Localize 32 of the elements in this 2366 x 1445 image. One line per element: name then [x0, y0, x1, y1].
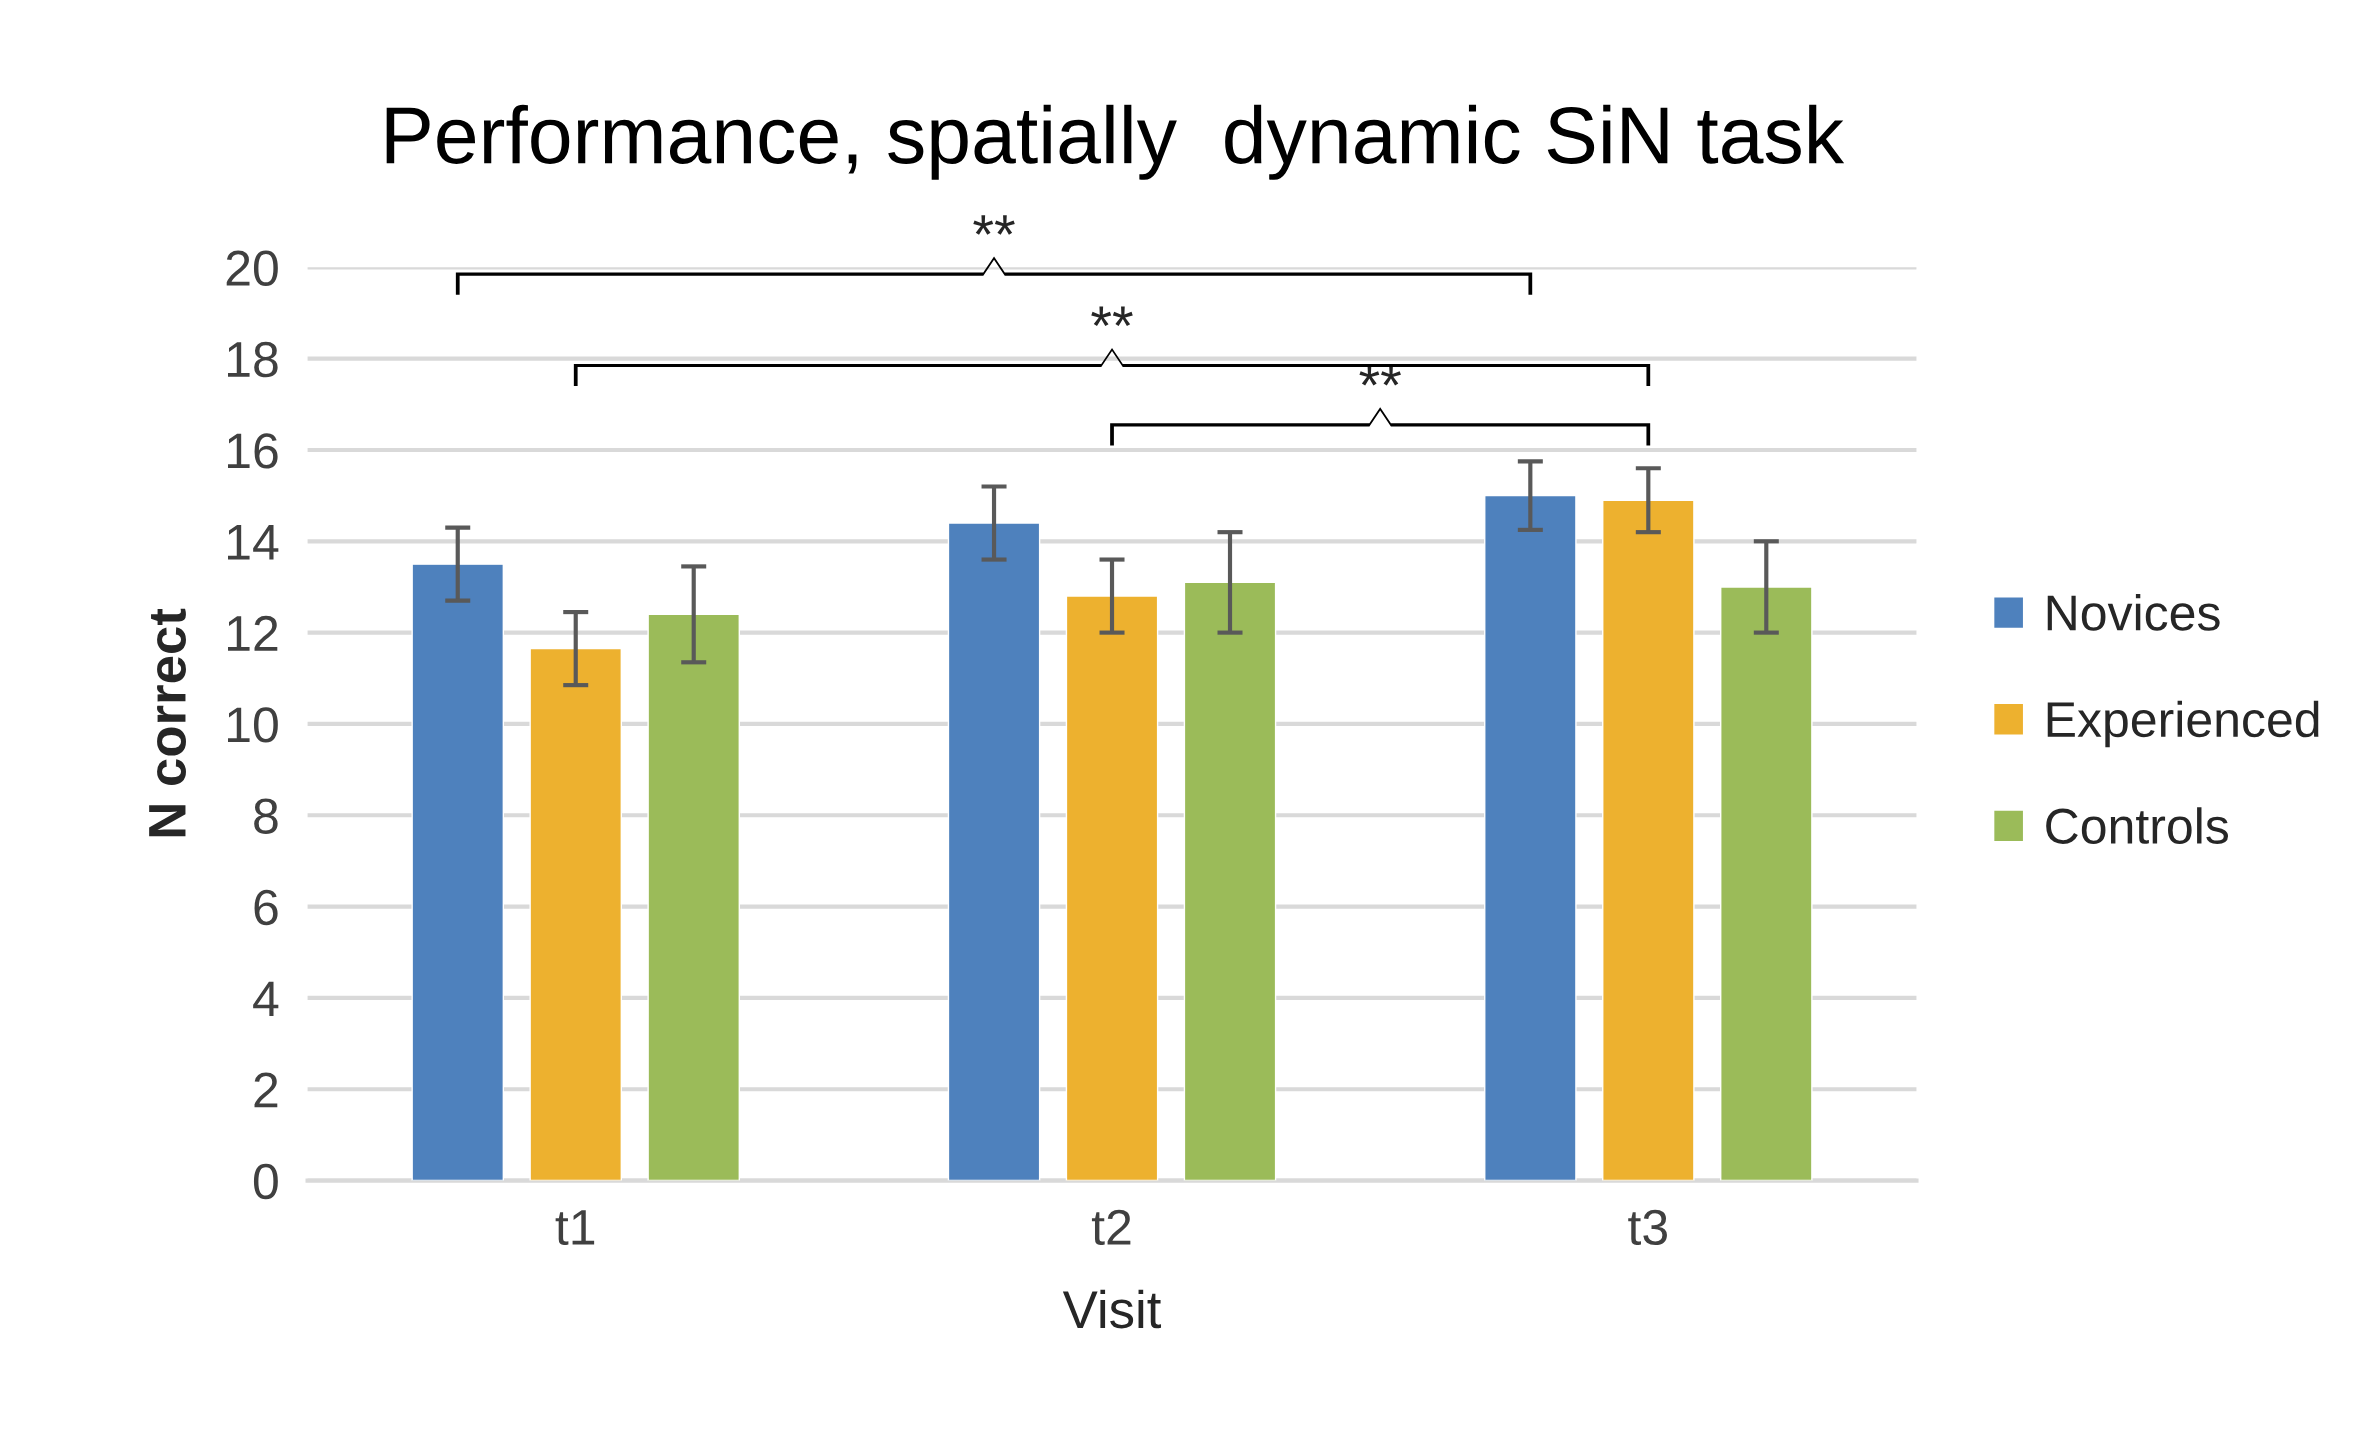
y-tick-label: 4: [253, 981, 279, 1017]
x-tick-label: t3: [1628, 1209, 1667, 1246]
bar: [1720, 586, 1813, 1181]
legend-label: Novices: [2047, 594, 2220, 631]
y-tick-label: 10: [228, 707, 278, 743]
y-tick-label: 16: [228, 433, 278, 469]
y-tick-label: 20: [226, 250, 278, 286]
bar: [1183, 581, 1277, 1181]
legend-label: Controls: [2046, 807, 2229, 844]
bar: [1065, 595, 1159, 1181]
y-tick-label: 12: [228, 615, 278, 651]
y-tick-label: 6: [254, 889, 278, 926]
chart-title: Performance, spatially dynamic SiN task: [386, 104, 1845, 180]
bar: [1484, 494, 1577, 1181]
x-axis-title: Visit: [1062, 1289, 1162, 1329]
bar: [947, 522, 1041, 1181]
text: **: [973, 215, 1015, 235]
bar: [529, 647, 623, 1181]
y-tick-label: 0: [253, 1163, 278, 1200]
bar: [411, 563, 505, 1181]
y-tick-label: 14: [228, 525, 279, 560]
bar: [647, 613, 740, 1181]
annotation: **: [1359, 365, 1401, 386]
x-tick-label: t2: [1091, 1209, 1131, 1245]
annotation: **: [1091, 306, 1133, 327]
legend-label: Experienced: [2047, 700, 2319, 748]
y-tick-label: 18: [228, 341, 278, 378]
y-axis-title: N correct: [149, 608, 186, 837]
y-tick-label: 8: [254, 798, 278, 834]
bar: [1602, 499, 1695, 1181]
x-tick-label: t1: [555, 1210, 595, 1245]
y-tick-label: 2: [254, 1072, 278, 1108]
